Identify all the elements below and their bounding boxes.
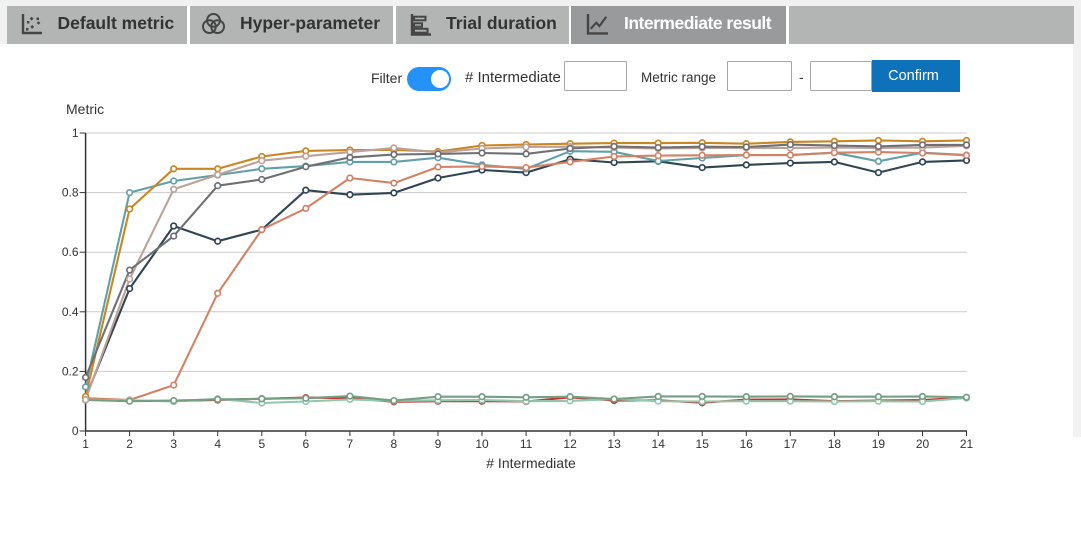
svg-text:9: 9 (435, 437, 442, 451)
svg-text:13: 13 (607, 437, 621, 451)
svg-text:14: 14 (652, 437, 666, 451)
svg-text:# Intermediate: # Intermediate (486, 455, 576, 471)
svg-text:16: 16 (740, 437, 754, 451)
svg-text:1: 1 (72, 126, 79, 140)
svg-text:17: 17 (784, 437, 798, 451)
svg-text:0: 0 (72, 424, 79, 438)
svg-text:10: 10 (475, 437, 489, 451)
svg-text:20: 20 (916, 437, 930, 451)
svg-text:3: 3 (170, 437, 177, 451)
svg-text:5: 5 (258, 437, 265, 451)
svg-text:0.4: 0.4 (62, 305, 79, 319)
svg-text:11: 11 (520, 437, 533, 451)
svg-text:15: 15 (696, 437, 710, 451)
svg-text:Metric: Metric (66, 101, 104, 117)
svg-text:8: 8 (391, 437, 398, 451)
svg-text:0.6: 0.6 (62, 245, 79, 259)
svg-text:12: 12 (563, 437, 577, 451)
svg-text:0.8: 0.8 (62, 186, 79, 200)
svg-text:1: 1 (82, 437, 89, 451)
svg-text:21: 21 (960, 437, 974, 451)
svg-text:6: 6 (302, 437, 309, 451)
svg-text:4: 4 (214, 437, 221, 451)
svg-text:7: 7 (347, 437, 354, 451)
svg-text:18: 18 (828, 437, 842, 451)
svg-text:19: 19 (872, 437, 886, 451)
svg-text:2: 2 (126, 437, 133, 451)
svg-text:0.2: 0.2 (62, 364, 79, 378)
